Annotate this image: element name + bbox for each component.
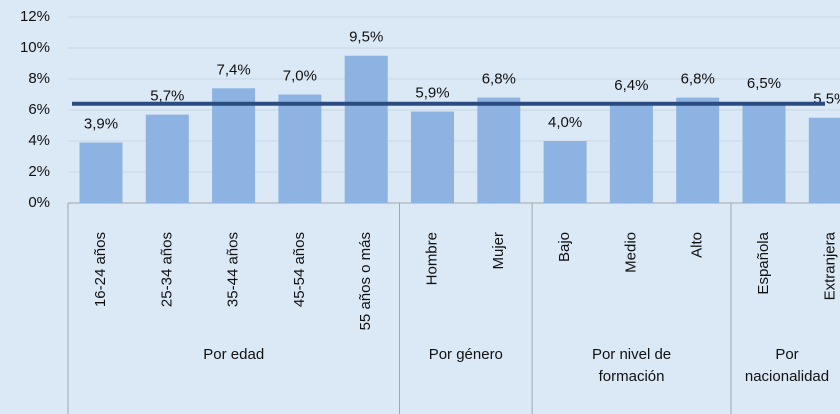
value-label: 5,9%: [415, 85, 449, 102]
value-label: 6,8%: [482, 71, 516, 88]
value-label: 9,5%: [349, 29, 383, 46]
y-tick-label: 10%: [20, 39, 50, 56]
bar: [212, 88, 256, 203]
bar: [742, 102, 786, 203]
bar: [79, 142, 123, 203]
y-tick-label: 0%: [28, 194, 50, 211]
value-label: 7,0%: [283, 67, 317, 84]
value-label: 6,8%: [681, 71, 715, 88]
value-label: 3,9%: [84, 116, 118, 133]
bar: [676, 97, 720, 203]
x-tick-label: 35-44 años: [225, 232, 242, 307]
x-tick-label: Extranjera: [821, 231, 838, 300]
value-label: 4,0%: [548, 114, 582, 131]
y-tick-label: 4%: [28, 132, 50, 149]
x-tick-label: 45-54 años: [291, 232, 308, 307]
x-tick-label: Bajo: [556, 232, 573, 262]
bar: [477, 97, 521, 203]
x-tick-label: Mujer: [490, 232, 507, 270]
group-label: nacionalidad: [745, 368, 829, 385]
value-label: 5,7%: [150, 88, 184, 105]
bar: [808, 117, 840, 203]
x-tick-label: Hombre: [423, 232, 440, 285]
bar: [543, 141, 587, 203]
value-label: 6,5%: [747, 75, 781, 92]
bar: [411, 111, 454, 203]
x-tick-label: 25-34 años: [158, 232, 175, 307]
y-tick-label: 2%: [28, 163, 50, 180]
bar: [609, 103, 653, 203]
group-label: formación: [599, 368, 665, 385]
group-label: Por género: [429, 346, 503, 363]
x-tick-label: 55 años o más: [357, 232, 374, 330]
x-tick-label: Alto: [689, 232, 706, 258]
group-label: Por nivel de: [592, 346, 671, 363]
x-tick-label: 16-24 años: [92, 232, 109, 307]
group-label: Por edad: [203, 346, 264, 363]
x-tick-label: Medio: [622, 232, 639, 273]
bar: [344, 55, 388, 203]
y-tick-label: 12%: [20, 8, 50, 25]
value-label: 6,4%: [614, 77, 648, 94]
group-label: Por: [775, 346, 798, 363]
y-tick-label: 6%: [28, 101, 50, 118]
bar: [145, 114, 189, 203]
y-tick-label: 8%: [28, 70, 50, 87]
x-tick-label: Española: [755, 231, 772, 294]
bar: [278, 94, 322, 203]
value-label: 7,4%: [216, 61, 250, 78]
